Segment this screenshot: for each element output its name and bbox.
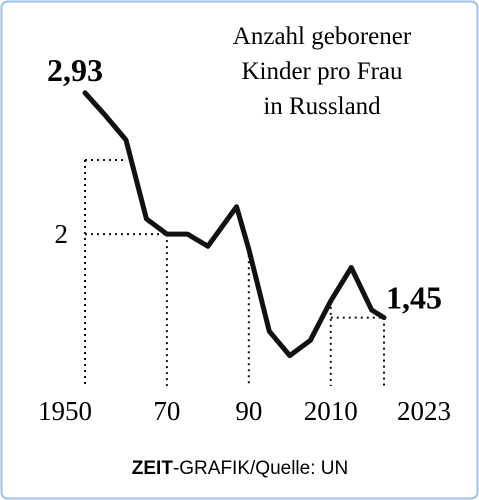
- data-label: 2,93: [47, 52, 103, 88]
- chart-title: in Russland: [263, 93, 381, 120]
- x-tick-label: 2010: [304, 396, 358, 426]
- data-line: [82, 90, 387, 359]
- source-brand: ZEIT: [132, 458, 174, 479]
- data-label: 1,45: [386, 280, 442, 316]
- source: ZEIT-GRAFIK/Quelle: UN: [132, 458, 348, 479]
- y-tick-label: 2: [55, 219, 69, 249]
- source-text: -GRAFIK/Quelle: UN: [173, 458, 348, 479]
- x-tick-label: 90: [235, 396, 262, 426]
- x-tick-label: 2023: [397, 396, 451, 426]
- x-tick-label: 1950: [38, 396, 92, 426]
- x-tick-label: 70: [153, 396, 180, 426]
- chart-title: Anzahl geborener: [233, 23, 412, 50]
- chart-title: Kinder pro Frau: [241, 58, 403, 85]
